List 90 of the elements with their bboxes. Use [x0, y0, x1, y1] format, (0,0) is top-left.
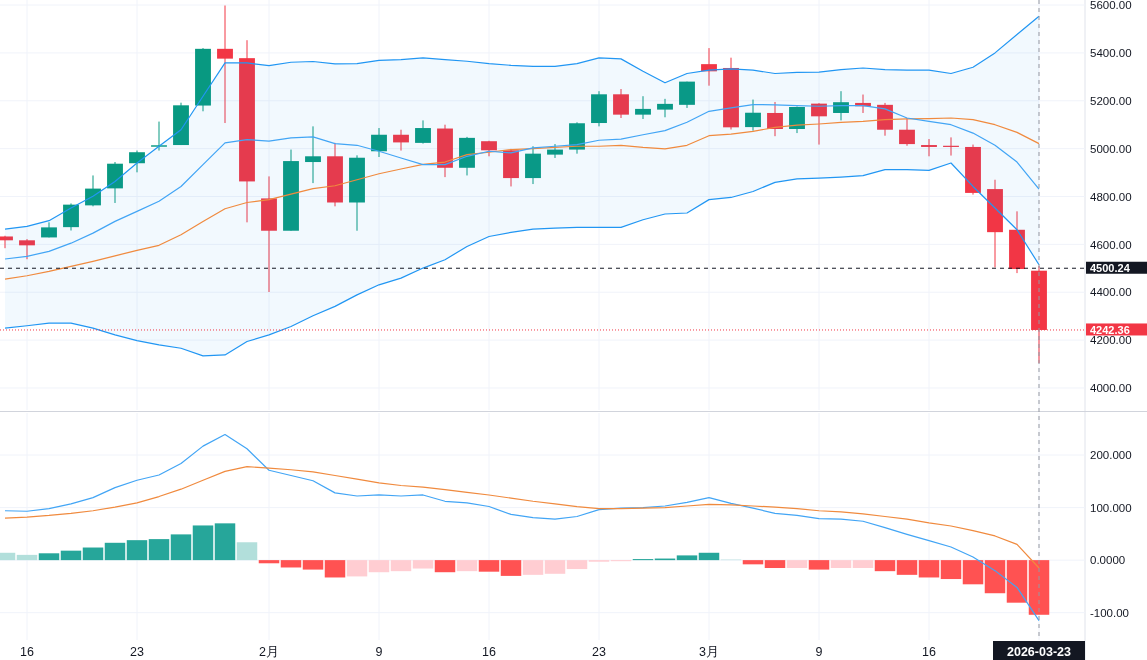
bar: [258, 560, 280, 564]
y-tick-label: 4000.00: [1090, 382, 1132, 395]
bar: [280, 560, 302, 568]
candlestick: [635, 95, 651, 120]
bar: [962, 560, 984, 585]
bar: [390, 560, 412, 572]
bar: [500, 560, 522, 576]
bar: [38, 553, 60, 561]
candlestick: [393, 129, 409, 152]
x-tick-label: 23: [592, 645, 606, 659]
candlestick: [129, 150, 145, 173]
bar: [786, 560, 808, 569]
candlestick: [679, 81, 695, 109]
bar: [236, 542, 258, 561]
bar: [544, 560, 566, 574]
bar: [368, 560, 390, 573]
x-tick-label: 2月: [259, 645, 279, 659]
x-tick-label: 2026-03-23: [1007, 645, 1072, 659]
bar: [478, 560, 500, 572]
x-tick-label: 16: [922, 645, 936, 659]
bar: [874, 560, 896, 572]
y-tick-label: 5000.00: [1090, 142, 1132, 155]
bar: [742, 560, 764, 565]
candlestick: [657, 98, 673, 118]
bar: [148, 539, 170, 561]
candlestick: [371, 127, 387, 158]
y-tick-label: 5400.00: [1090, 47, 1132, 60]
bar: [918, 560, 940, 578]
y-tick-label: -100.00: [1090, 606, 1130, 619]
y-tick-label: 4200.00: [1090, 334, 1132, 347]
bar: [940, 560, 962, 580]
line-series: [4, 433, 1040, 622]
candlestick: [833, 90, 849, 121]
candlestick: [19, 238, 35, 260]
bar: [434, 560, 456, 573]
bar: [676, 555, 698, 561]
candlestick: [415, 119, 431, 145]
y-tick-label: 4600.00: [1090, 238, 1132, 251]
candlestick: [767, 101, 783, 137]
bar: [830, 560, 852, 569]
y-tick-label: 5200.00: [1090, 94, 1132, 107]
candlestick: [899, 117, 915, 147]
candlestick: [151, 121, 167, 152]
y-tick-label: 4400.00: [1090, 286, 1132, 299]
bar: [214, 523, 236, 561]
x-tick-label: 16: [482, 645, 496, 659]
x-tick-label: 3月: [699, 645, 719, 659]
line-series: [4, 162, 1040, 357]
x-tick-label: 23: [130, 645, 144, 659]
candlestick: [921, 138, 937, 157]
x-tick-label: 9: [815, 645, 823, 659]
bar: [456, 560, 478, 572]
candlestick: [63, 202, 79, 231]
bar: [896, 560, 918, 575]
y-tick-label: 5600.00: [1090, 0, 1132, 12]
ref-line-label: 4242.36: [1090, 323, 1130, 336]
bar: [808, 560, 830, 570]
x-tick-label: 9: [375, 645, 383, 659]
bar: [764, 560, 786, 569]
bar: [412, 560, 434, 569]
line-series: [4, 466, 1040, 569]
bar: [984, 560, 1006, 594]
bar: [104, 542, 126, 561]
y-tick-label: 100.000: [1090, 501, 1132, 514]
bar: [324, 560, 346, 578]
bar: [126, 540, 148, 561]
candlestick: [305, 125, 321, 184]
candlestick: [547, 143, 563, 159]
ref-line-label: 4500.24: [1090, 262, 1131, 275]
bar: [192, 525, 214, 561]
line-series: [4, 15, 1040, 230]
bar: [346, 560, 368, 577]
bar: [170, 534, 192, 561]
y-tick-label: 200.000: [1090, 449, 1132, 462]
candlestick: [613, 88, 629, 119]
candlestick: [745, 99, 761, 132]
bar: [82, 547, 104, 561]
bar: [852, 560, 874, 569]
bar: [698, 552, 720, 561]
bar: [1028, 560, 1050, 615]
bar: [302, 560, 324, 570]
y-tick-label: 0.0000: [1090, 554, 1126, 567]
bar: [1006, 560, 1028, 603]
bar: [566, 560, 588, 570]
y-tick-label: 4800.00: [1090, 190, 1132, 203]
candlestick: [217, 5, 233, 124]
bar: [522, 560, 544, 575]
bar: [60, 550, 82, 561]
line-series: [4, 103, 1040, 260]
x-tick-label: 16: [20, 645, 34, 659]
